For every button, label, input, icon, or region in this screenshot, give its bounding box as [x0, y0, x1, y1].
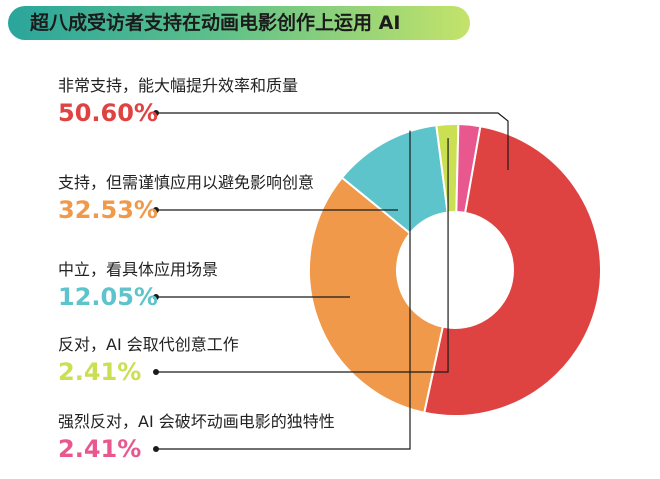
title-banner: 超八成受访者支持在动画电影创作上运用 AI	[8, 6, 470, 40]
slice-value-label: 32.53%	[58, 196, 158, 224]
pie-slice	[455, 123, 482, 215]
slice-label: 反对，AI 会取代创意工作	[58, 335, 239, 354]
slice-value-label: 12.05%	[58, 283, 158, 311]
leader-line	[156, 112, 509, 170]
slice-value-label: 50.60%	[58, 99, 158, 127]
slice-label: 支持，但需谨慎应用以避免影响创意	[58, 173, 315, 192]
slice-value-label: 2.41%	[58, 435, 142, 463]
leader-dot	[153, 446, 159, 452]
leader-dot	[153, 294, 159, 300]
slice-label: 非常支持，能大幅提升效率和质量	[58, 76, 299, 95]
slice-label: 强烈反对，AI 会破坏动画电影的独特性	[58, 412, 335, 431]
leader-line	[156, 138, 449, 373]
leader-dot	[153, 110, 159, 116]
slice-label: 中立，看具体应用场景	[58, 260, 219, 279]
chart-title: 超八成受访者支持在动画电影创作上运用 AI	[30, 12, 401, 34]
pie-slice	[308, 176, 444, 414]
leader-dot	[153, 369, 159, 375]
leader-line	[156, 130, 411, 450]
leader-dot	[153, 207, 159, 213]
slice-value-label: 2.41%	[58, 358, 142, 386]
